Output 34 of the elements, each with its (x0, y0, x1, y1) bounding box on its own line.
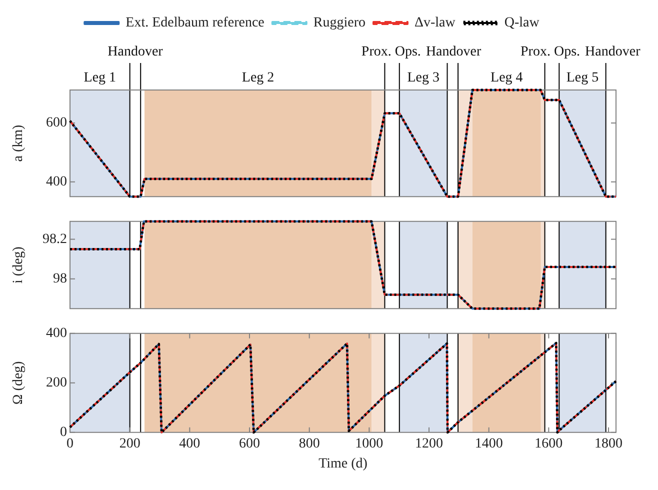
band-label: Leg 4 (490, 70, 523, 86)
x-tick-label: 200 (119, 436, 140, 452)
y-tick-label: 98.2 (42, 232, 67, 247)
band-label: Leg 1 (84, 70, 116, 86)
legend-label: Q-law (504, 16, 540, 31)
x-tick-label: 1400 (474, 436, 503, 452)
band-label: Leg 2 (242, 70, 274, 86)
y-tick-label: 400 (46, 326, 67, 342)
ref-line-label: Prox. Ops. (520, 44, 580, 60)
x-tick-label: 400 (179, 436, 200, 452)
x-tick-label: 600 (239, 436, 260, 452)
band-label: Leg 3 (407, 70, 440, 86)
legend-label: Ruggiero (313, 16, 366, 31)
ref-line-label: Prox. Ops. (361, 44, 421, 60)
ref-line-label: Handover (426, 44, 482, 60)
x-tick-label: 1800 (594, 436, 623, 452)
x-tick-label: 1000 (355, 436, 384, 452)
x-tick-label: 1600 (534, 436, 563, 452)
x-tick-label: 1200 (415, 436, 444, 452)
y-tick-label: 200 (46, 376, 67, 391)
y-tick-label: 400 (46, 174, 67, 190)
ref-line-label: Handover (585, 44, 641, 60)
band-label: Leg 5 (566, 70, 599, 86)
y-axis-title: i (deg) (11, 246, 26, 284)
y-tick-label: 98 (53, 272, 67, 287)
y-axis-title: Ω (deg) (11, 360, 26, 405)
y-axis-title: a (km) (11, 124, 26, 162)
legend-label: Ext. Edelbaum reference (126, 16, 264, 31)
y-tick-label: 600 (46, 116, 67, 131)
legend-label: Δv-law (414, 16, 456, 31)
x-axis-title: Time (d) (318, 456, 368, 472)
x-tick-label: 800 (298, 436, 320, 452)
ref-line-label: Handover (108, 44, 164, 60)
y-tick-label: 0 (60, 425, 67, 440)
